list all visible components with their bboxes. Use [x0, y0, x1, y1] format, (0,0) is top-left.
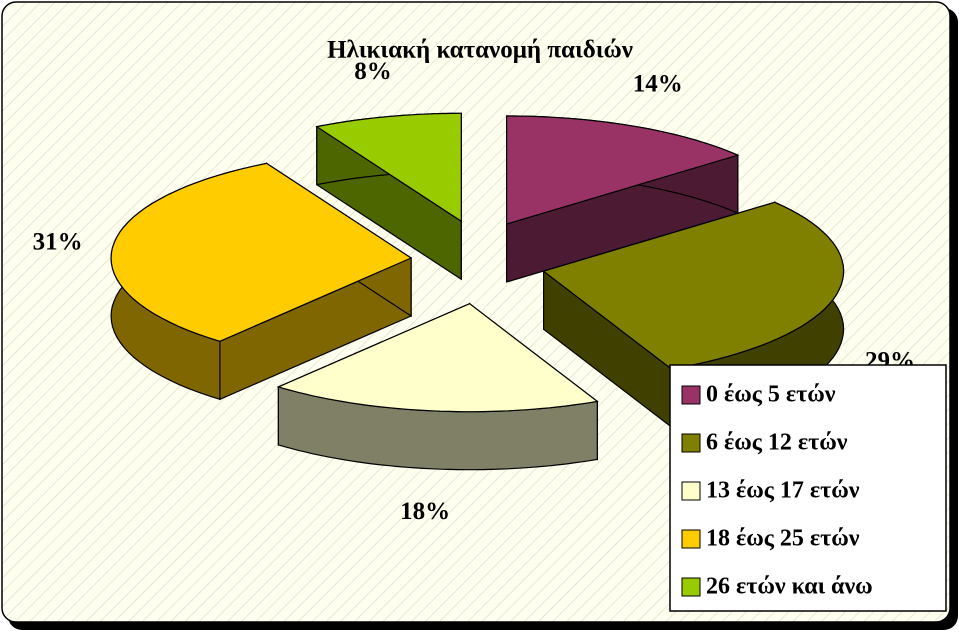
legend	[669, 364, 947, 612]
legend-swatch	[681, 577, 701, 597]
slice	[276, 303, 599, 413]
legend-label: 13 έως 17 ετών	[706, 478, 860, 504]
legend-items: 0 έως 5 ετών 6 έως 12 ετών 13 έως 17 ετών 1…	[681, 382, 873, 600]
slice	[506, 115, 740, 225]
legend-label: 26 ετών και άνω	[706, 574, 873, 600]
legend-swatch	[681, 433, 701, 453]
slice	[110, 162, 413, 342]
legend-swatch	[681, 481, 701, 501]
data-label: 14%	[633, 70, 683, 97]
slice	[542, 201, 845, 370]
data-label: 8%	[354, 58, 392, 85]
slice	[315, 112, 462, 223]
chart-title: Ηλικιακή κατανομή παιδιών	[327, 37, 633, 64]
legend-label: 0 έως 5 ετών	[706, 382, 836, 408]
data-label: 18%	[400, 498, 450, 525]
legend-swatch	[681, 385, 701, 405]
legend-swatch	[681, 529, 701, 549]
data-label: 31%	[33, 228, 83, 255]
legend-label: 6 έως 12 ετών	[706, 430, 848, 456]
legend-label: 18 έως 25 ετών	[706, 526, 860, 552]
